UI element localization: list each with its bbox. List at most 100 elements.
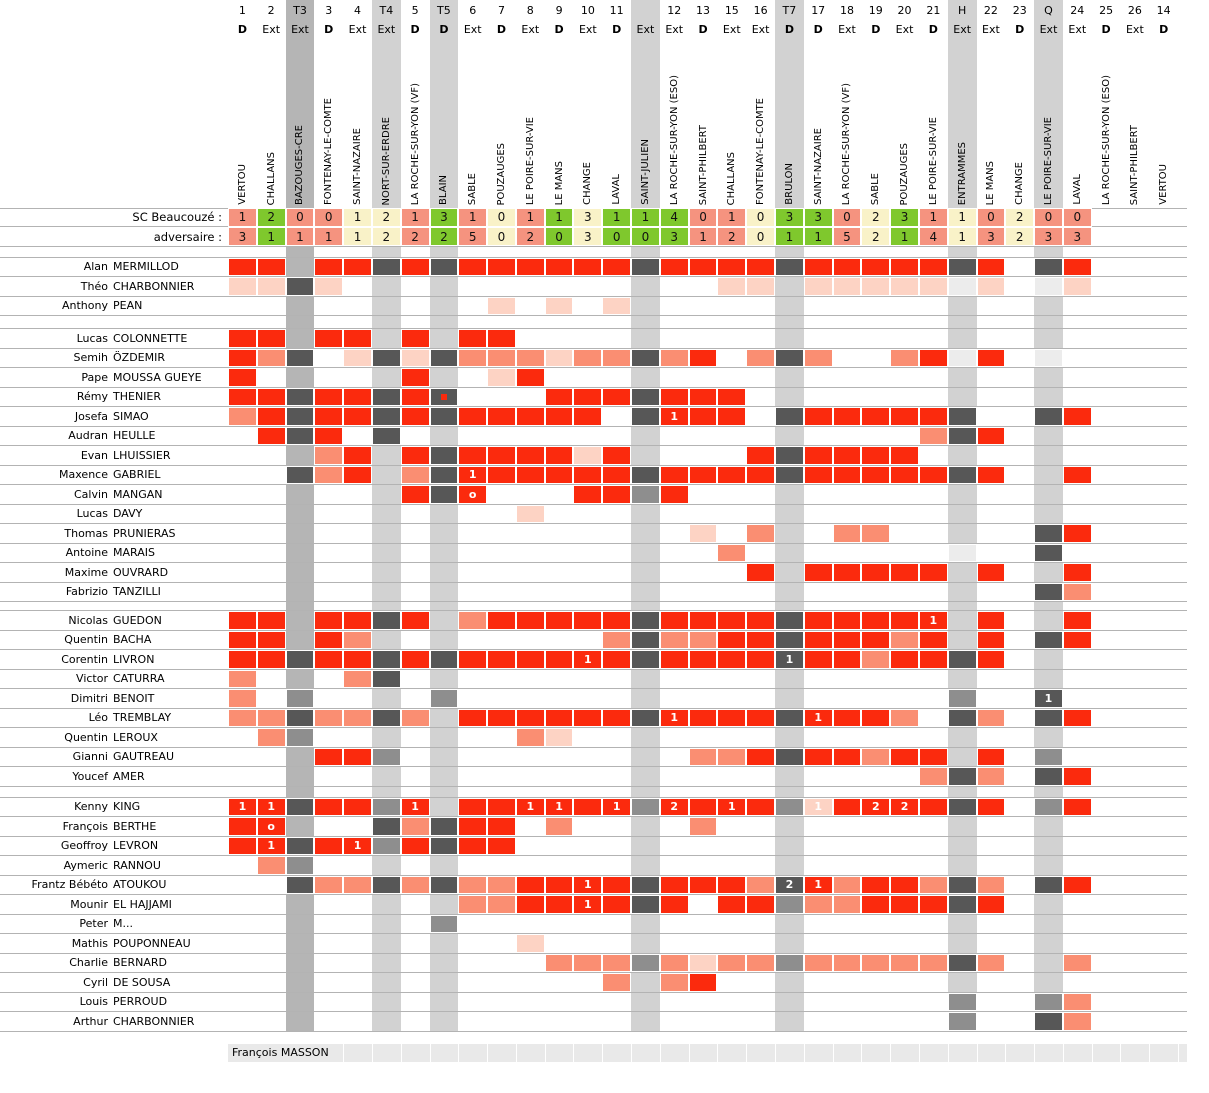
participation-cell[interactable] (544, 296, 574, 315)
participation-cell[interactable] (285, 689, 315, 708)
participation-cell[interactable] (861, 524, 891, 543)
participation-cell[interactable] (803, 953, 833, 972)
participation-cell[interactable] (400, 817, 430, 836)
participation-cell[interactable] (659, 257, 689, 276)
participation-cell[interactable] (832, 446, 862, 465)
participation-cell[interactable] (487, 817, 516, 836)
participation-cell[interactable] (314, 446, 344, 465)
participation-cell[interactable] (343, 257, 372, 276)
participation-cell[interactable] (400, 446, 430, 465)
participation-cell[interactable] (746, 524, 775, 543)
participation-cell[interactable] (429, 689, 459, 708)
participation-cell[interactable] (515, 650, 545, 669)
opponent-score-cell[interactable]: 5 (458, 227, 488, 246)
participation-cell[interactable] (515, 611, 545, 630)
participation-cell[interactable] (688, 387, 718, 406)
participation-cell[interactable] (400, 348, 430, 367)
opponent-score-cell[interactable]: 3 (573, 227, 603, 246)
participation-cell[interactable] (458, 407, 488, 426)
participation-cell[interactable] (573, 708, 603, 727)
participation-cell[interactable] (400, 875, 430, 894)
participation-cell[interactable] (659, 875, 689, 894)
participation-cell[interactable] (890, 708, 919, 727)
participation-cell[interactable] (400, 485, 430, 504)
participation-cell[interactable] (688, 611, 718, 630)
participation-cell[interactable] (256, 728, 286, 747)
participation-cell[interactable] (487, 708, 516, 727)
participation-cell[interactable] (458, 348, 488, 367)
team-score-cell[interactable]: 0 (976, 207, 1006, 227)
participation-cell[interactable] (717, 407, 747, 426)
participation-cell[interactable] (746, 953, 775, 972)
participation-cell[interactable] (573, 446, 603, 465)
participation-cell[interactable] (1034, 257, 1063, 276)
participation-cell[interactable] (746, 875, 775, 894)
opponent-score-cell[interactable]: 1 (947, 227, 977, 246)
team-score-cell[interactable]: 2 (256, 207, 286, 227)
participation-cell[interactable] (775, 257, 804, 276)
participation-cell[interactable] (256, 407, 286, 426)
participation-cell[interactable] (314, 426, 344, 445)
participation-cell[interactable] (861, 895, 891, 914)
participation-cell[interactable] (746, 348, 775, 367)
participation-cell[interactable] (602, 611, 632, 630)
participation-cell[interactable] (1034, 875, 1063, 894)
participation-cell[interactable] (832, 895, 862, 914)
participation-cell[interactable] (314, 797, 344, 816)
participation-cell[interactable] (746, 797, 775, 816)
participation-cell[interactable] (371, 875, 401, 894)
participation-cell[interactable] (228, 611, 257, 630)
participation-cell[interactable] (256, 387, 286, 406)
participation-cell[interactable] (1062, 767, 1092, 786)
participation-cell[interactable] (314, 257, 344, 276)
participation-cell-goals[interactable]: 1 (918, 611, 948, 630)
participation-cell[interactable] (400, 387, 430, 406)
opponent-score-cell[interactable]: 1 (285, 227, 315, 246)
participation-cell[interactable] (717, 708, 747, 727)
participation-cell[interactable] (717, 387, 747, 406)
team-score-cell[interactable]: 0 (285, 207, 315, 227)
participation-cell[interactable] (947, 1012, 977, 1031)
participation-cell[interactable] (947, 257, 977, 276)
participation-cell[interactable] (947, 689, 977, 708)
participation-cell[interactable] (429, 817, 459, 836)
participation-cell[interactable] (803, 630, 833, 649)
participation-cell[interactable] (314, 630, 344, 649)
participation-cell[interactable] (1034, 708, 1063, 727)
participation-cell[interactable] (458, 329, 488, 348)
participation-cell[interactable] (659, 630, 689, 649)
participation-cell[interactable] (1062, 953, 1092, 972)
participation-cell-goals[interactable]: 2 (659, 797, 689, 816)
participation-cell[interactable] (659, 895, 689, 914)
participation-cell[interactable] (400, 611, 430, 630)
participation-cell[interactable] (890, 407, 919, 426)
participation-cell[interactable] (832, 277, 862, 296)
participation-cell[interactable] (717, 953, 747, 972)
opponent-score-cell[interactable]: 0 (487, 227, 516, 246)
participation-cell[interactable] (746, 446, 775, 465)
participation-cell[interactable] (717, 277, 747, 296)
team-score-cell[interactable]: 3 (429, 207, 459, 227)
participation-cell[interactable] (775, 630, 804, 649)
participation-cell[interactable] (458, 650, 488, 669)
participation-cell[interactable] (746, 611, 775, 630)
participation-cell[interactable] (314, 708, 344, 727)
participation-cell[interactable] (487, 465, 516, 484)
participation-cell-goals[interactable]: 1 (228, 797, 257, 816)
participation-cell[interactable] (314, 836, 344, 855)
participation-cell[interactable] (803, 650, 833, 669)
participation-cell-goals[interactable]: 1 (659, 708, 689, 727)
participation-cell[interactable] (343, 747, 372, 766)
participation-cell[interactable] (861, 875, 891, 894)
participation-cell[interactable] (631, 348, 660, 367)
participation-cell[interactable] (803, 895, 833, 914)
participation-cell[interactable] (688, 747, 718, 766)
participation-cell[interactable] (544, 611, 574, 630)
participation-cell[interactable] (861, 953, 891, 972)
participation-cell[interactable] (400, 257, 430, 276)
participation-cell[interactable] (285, 728, 315, 747)
participation-cell[interactable] (602, 485, 632, 504)
team-score-cell[interactable]: 0 (1062, 207, 1092, 227)
participation-cell[interactable] (775, 611, 804, 630)
participation-cell[interactable] (1062, 563, 1092, 582)
